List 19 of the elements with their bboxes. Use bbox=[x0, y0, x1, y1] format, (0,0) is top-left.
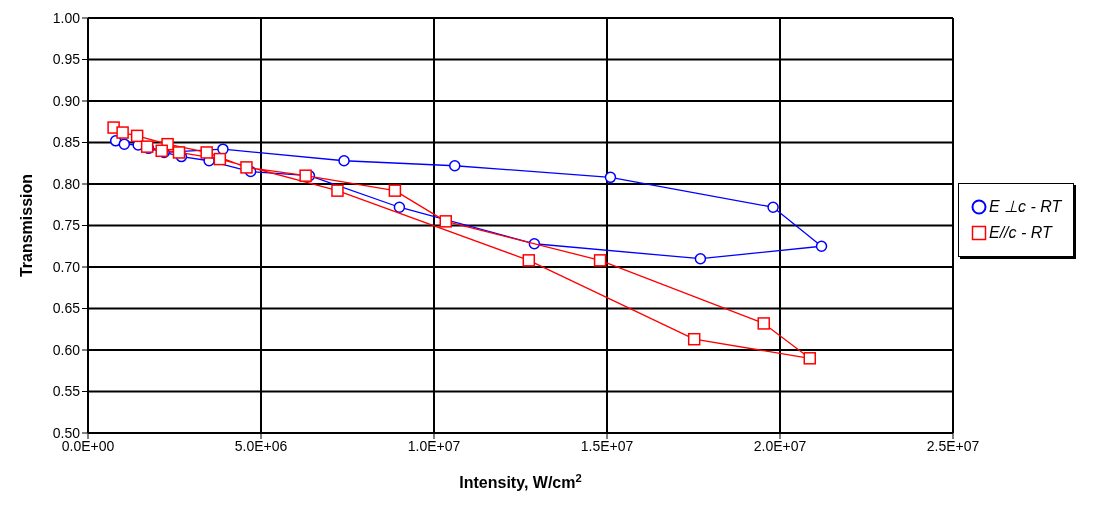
y-tick-label: 0.85 bbox=[52, 134, 81, 151]
y-tick-label: 1.00 bbox=[52, 9, 81, 26]
y-tick-label: 0.80 bbox=[52, 175, 81, 192]
y-tick-label: 0.95 bbox=[52, 51, 81, 68]
x-tick-label: 1.0E+07 bbox=[407, 437, 461, 454]
y-axis-title: Transmission bbox=[18, 173, 35, 278]
y-tick-label: 0.55 bbox=[52, 383, 81, 400]
x-tick-label: 5.0E+06 bbox=[234, 437, 288, 454]
legend-label: E ⊥c - RT bbox=[989, 197, 1062, 217]
y-tick-label: 0.70 bbox=[52, 258, 81, 275]
legend-label: E//c - RT bbox=[989, 223, 1052, 243]
x-axis-title: Intensity, W/cm$^{2}$ bbox=[459, 472, 582, 491]
y-tick-label: 0.60 bbox=[52, 341, 81, 358]
y-tick-label: 0.90 bbox=[52, 92, 81, 109]
x-tick-label: 2.5E+07 bbox=[926, 437, 980, 454]
y-tick-label: 0.75 bbox=[52, 217, 81, 234]
x-tick-label: 2.0E+07 bbox=[753, 437, 807, 454]
x-tick-label: 1.5E+07 bbox=[580, 437, 634, 454]
y-tick-label: 0.65 bbox=[52, 300, 81, 317]
